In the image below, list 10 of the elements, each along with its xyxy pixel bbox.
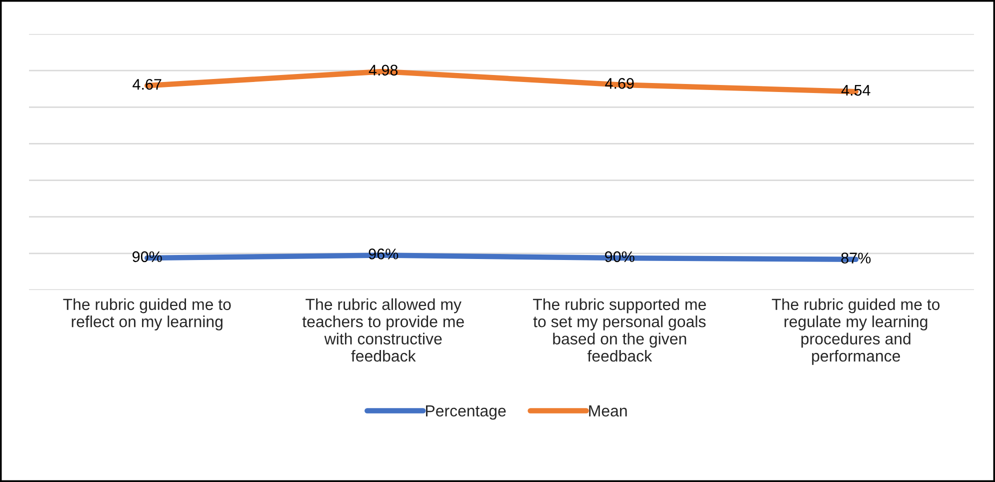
legend-label: Mean — [589, 405, 627, 417]
data-label: 4.54 — [841, 85, 870, 96]
legend-label: Percentage — [426, 405, 506, 420]
x-tick-label: The rubric guided me to reflect on my learning — [63, 298, 231, 330]
x-tick-label: The rubric guided me to regulate my learning procedures and performance — [772, 298, 940, 365]
data-label: 4.67 — [132, 78, 162, 90]
data-label: 90% — [132, 251, 162, 262]
x-tick-label: The rubric supported me to set my personal goals based on the given feedback — [532, 298, 706, 362]
data-label: 87% — [841, 252, 871, 264]
x-tick-label: The rubric allowed my teachers to provide me with constructive feedback — [302, 298, 464, 362]
